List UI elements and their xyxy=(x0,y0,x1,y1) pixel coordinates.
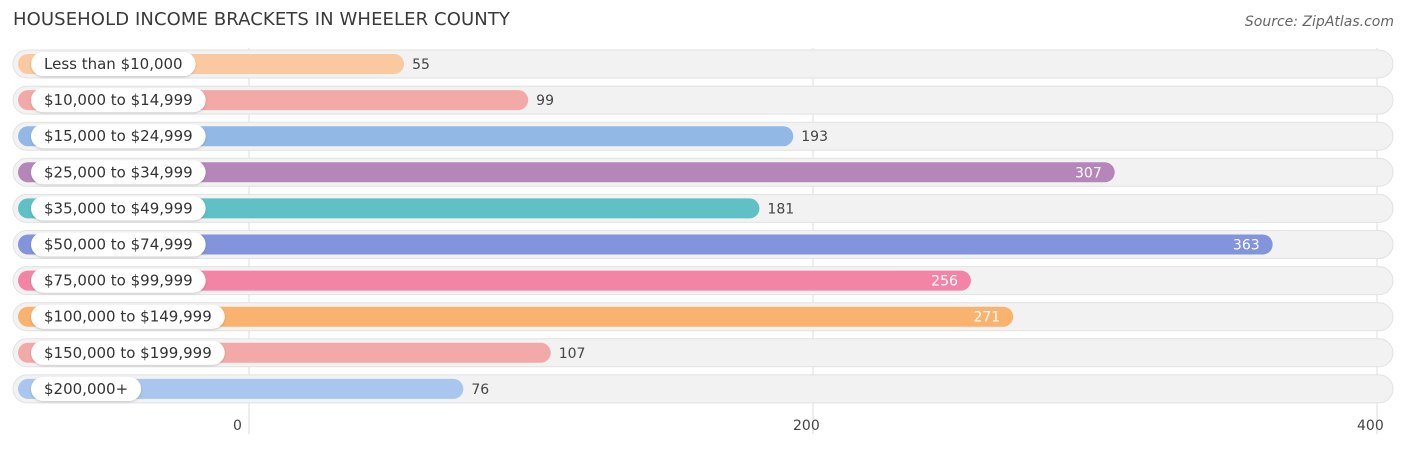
bar-row: $10,000 to $14,999 99 xyxy=(12,85,1394,115)
bar-row: $15,000 to $24,999 193 xyxy=(12,121,1394,151)
category-label: $15,000 to $24,999 xyxy=(44,127,193,145)
value-label: 99 xyxy=(536,93,554,109)
x-tick-label: 200 xyxy=(793,418,820,434)
x-tick-label: 400 xyxy=(1357,418,1384,434)
value-label: 271 xyxy=(973,310,1000,326)
category-label: Less than $10,000 xyxy=(44,55,183,73)
bar-row: $50,000 to $74,999 363 xyxy=(12,230,1394,259)
bar xyxy=(18,306,1014,327)
bar xyxy=(18,126,794,147)
value-label: 256 xyxy=(931,274,958,290)
category-label-pill xyxy=(31,340,225,365)
bar-row: $200,000+ 76 xyxy=(12,374,1394,404)
category-label: $50,000 to $74,999 xyxy=(44,236,193,254)
category-label-pill xyxy=(31,196,206,221)
category-label-pill xyxy=(31,52,196,76)
category-label: $150,000 to $199,999 xyxy=(44,344,212,362)
category-label: $10,000 to $14,999 xyxy=(44,91,193,109)
category-label-pill xyxy=(31,124,206,149)
category-label-pill xyxy=(31,232,206,257)
category-label: $200,000+ xyxy=(44,380,128,398)
value-label: 363 xyxy=(1233,238,1260,254)
value-label: 181 xyxy=(767,201,794,217)
category-label: $100,000 to $149,999 xyxy=(44,308,212,326)
category-label: $35,000 to $49,999 xyxy=(44,199,193,217)
value-label: 107 xyxy=(559,346,586,362)
chart-title: HOUSEHOLD INCOME BRACKETS IN WHEELER COU… xyxy=(13,9,511,30)
category-label-pill xyxy=(31,268,206,293)
value-label: 307 xyxy=(1075,165,1102,181)
category-label-pill xyxy=(31,376,142,401)
category-label: $25,000 to $34,999 xyxy=(44,163,193,181)
category-label-pill xyxy=(31,88,206,113)
category-label-pill xyxy=(31,304,225,329)
bar xyxy=(18,234,1273,255)
bar-row: $75,000 to $99,999 256 xyxy=(12,266,1394,296)
bar-row: $150,000 to $199,999 107 xyxy=(12,338,1394,368)
category-label: $75,000 to $99,999 xyxy=(44,272,193,290)
bar-row: $100,000 to $149,999 271 xyxy=(12,302,1394,332)
x-tick-label: 0 xyxy=(233,418,242,434)
bar xyxy=(18,162,1115,183)
bar xyxy=(18,270,971,291)
bar-row: Less than $10,000 55 xyxy=(12,49,1394,79)
bar-row: $35,000 to $49,999 181 xyxy=(12,193,1394,223)
value-label: 193 xyxy=(801,129,828,145)
value-label: 76 xyxy=(471,382,489,398)
category-label-pill xyxy=(31,160,206,185)
source-credit: Source: ZipAtlas.com xyxy=(1244,14,1394,30)
value-label: 55 xyxy=(412,57,430,73)
bar-row: $25,000 to $34,999 307 xyxy=(12,157,1394,187)
